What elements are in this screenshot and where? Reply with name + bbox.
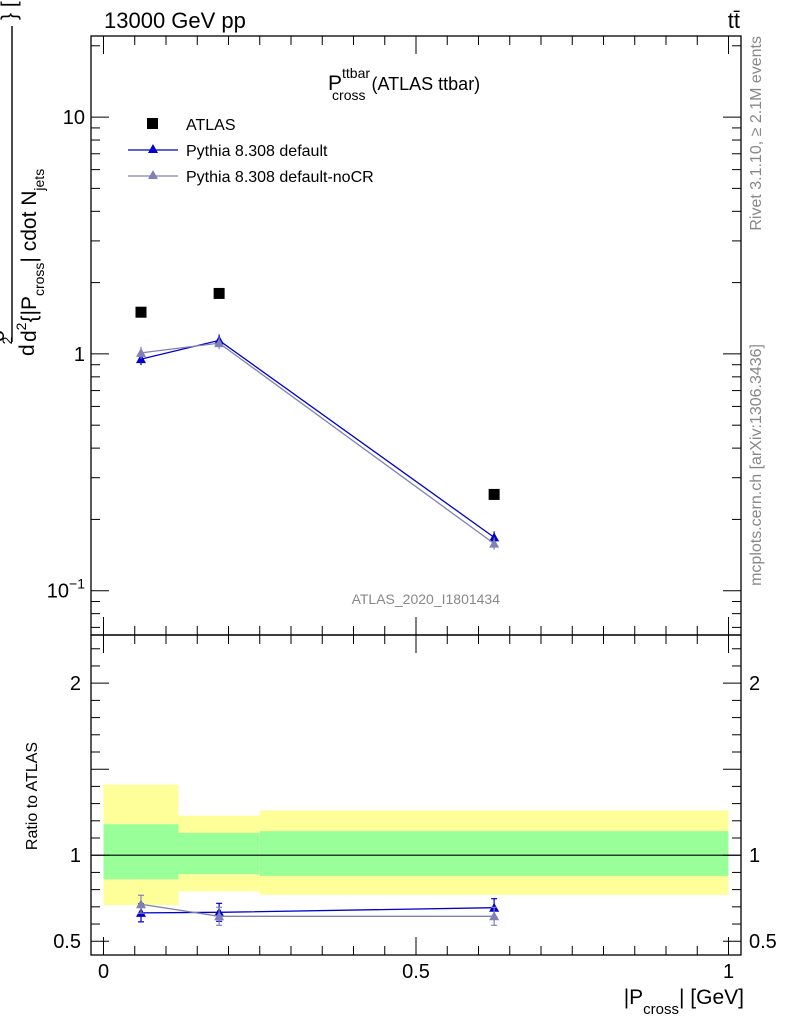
ratio-ytick-label-left-1: 1 (70, 845, 81, 867)
ratio-data-marks (136, 894, 500, 926)
main-ytick-label-2: 10−1 (47, 576, 85, 603)
ratio-uncertainty-bands (103, 784, 729, 906)
legend-marker-nocr (148, 170, 158, 179)
svg-text:d2{|Pcross| cdot Njets: d2{|Pcross| cdot Njets (13, 169, 47, 342)
main-point-atlas-1 (213, 287, 225, 299)
ratio-frame (90, 634, 742, 956)
ratio-ytick-label-right-2: 0.5 (749, 931, 777, 953)
xlabel-sub: cross (643, 1001, 679, 1018)
header-left: 13000 GeV pp (104, 8, 246, 33)
ylabel-mid: | cdot N (18, 191, 41, 263)
rivet-label: Rivet 3.1.10, ≥ 2.1M events (748, 36, 765, 231)
ratio-xtick-label-0: 0 (98, 961, 109, 983)
svg-text:d2: d2 (0, 336, 39, 356)
header-right: tt̄ (728, 8, 740, 33)
mcplots-label: mcplots.cern.ch [arXiv:1306.3436] (748, 344, 765, 586)
ylabel-brace: {|P (18, 296, 41, 322)
xlabel: |Pcross| [GeV] (624, 986, 744, 1018)
ylabel-jets: jets (31, 169, 47, 192)
main-ylabel: d2 σfid d2{|Pcross| cdot Njets } [pb/GeV… (0, 0, 47, 356)
ratio-ylabel: Ratio to ATLAS (24, 742, 41, 850)
ylabel-tail: } [pb/GeV] (0, 0, 21, 20)
ylabel-d: d (16, 344, 39, 356)
main-ytick-label-0: 10 (63, 107, 85, 129)
ratio-ytick-label-right-1: 1 (749, 845, 760, 867)
main-point-series-2-0 (136, 347, 146, 357)
main-point-atlas-0 (135, 306, 147, 318)
main-line-series-1 (140, 339, 495, 538)
ratio-ytick-label-right-0: 2 (749, 673, 760, 695)
ratio-point-series-1-0 (136, 899, 146, 909)
ratio-point-series-1-2 (489, 911, 500, 921)
ylabel-sup2: 2 (0, 336, 15, 344)
ratio-ytick-label-left-2: 0.5 (53, 931, 81, 953)
ylabel-sup2b: 2 (13, 322, 29, 330)
legend-label-atlas: ATLAS (186, 117, 236, 134)
ratio-ytick-label-left-0: 2 (70, 673, 81, 695)
legend-marker-default (148, 144, 158, 153)
title-sub: cross (332, 87, 365, 103)
legend-label-nocr: Pythia 8.308 default-noCR (186, 169, 374, 186)
plot-title: Pttbar cross (ATLAS ttbar) (328, 65, 480, 103)
ylabel-cross: cross (31, 263, 47, 296)
ratio-xtick-label-1: 0.5 (402, 961, 430, 983)
xlabel-post: | [GeV] (679, 986, 744, 1009)
main-ytick-label-1: 1 (74, 344, 85, 366)
band-green-0 (103, 824, 179, 880)
ylabel-d2: d (18, 330, 41, 342)
band-green-2 (259, 831, 729, 876)
analysis-watermark: ATLAS_2020_I1801434 (352, 591, 501, 607)
svg-text:σfid: σfid (0, 315, 9, 342)
legend-label-default: Pythia 8.308 default (186, 143, 328, 160)
main-point-series-1-2 (489, 532, 500, 542)
title-sup: ttbar (342, 65, 370, 81)
title-main: P (328, 72, 342, 95)
legend-marker-atlas (147, 118, 158, 129)
ratio-point-series-1-1 (214, 911, 225, 921)
band-green-1 (178, 832, 260, 875)
legend: ATLAS Pythia 8.308 default Pythia 8.308 … (128, 117, 374, 186)
main-data-marks (135, 287, 500, 550)
xlabel-pre: |P (624, 986, 643, 1009)
main-line-series-2 (140, 342, 495, 545)
main-point-series-2-1 (214, 338, 225, 348)
main-point-atlas-2 (488, 488, 500, 500)
title-rest: (ATLAS ttbar) (371, 74, 480, 94)
ratio-xtick-label-2: 1 (723, 961, 734, 983)
ylabel-sigma: σ (0, 329, 9, 342)
main-point-series-2-2 (489, 538, 500, 548)
ratio-axes: 2 2 1 1 0.5 0.5 0 0.5 1 (53, 634, 777, 983)
